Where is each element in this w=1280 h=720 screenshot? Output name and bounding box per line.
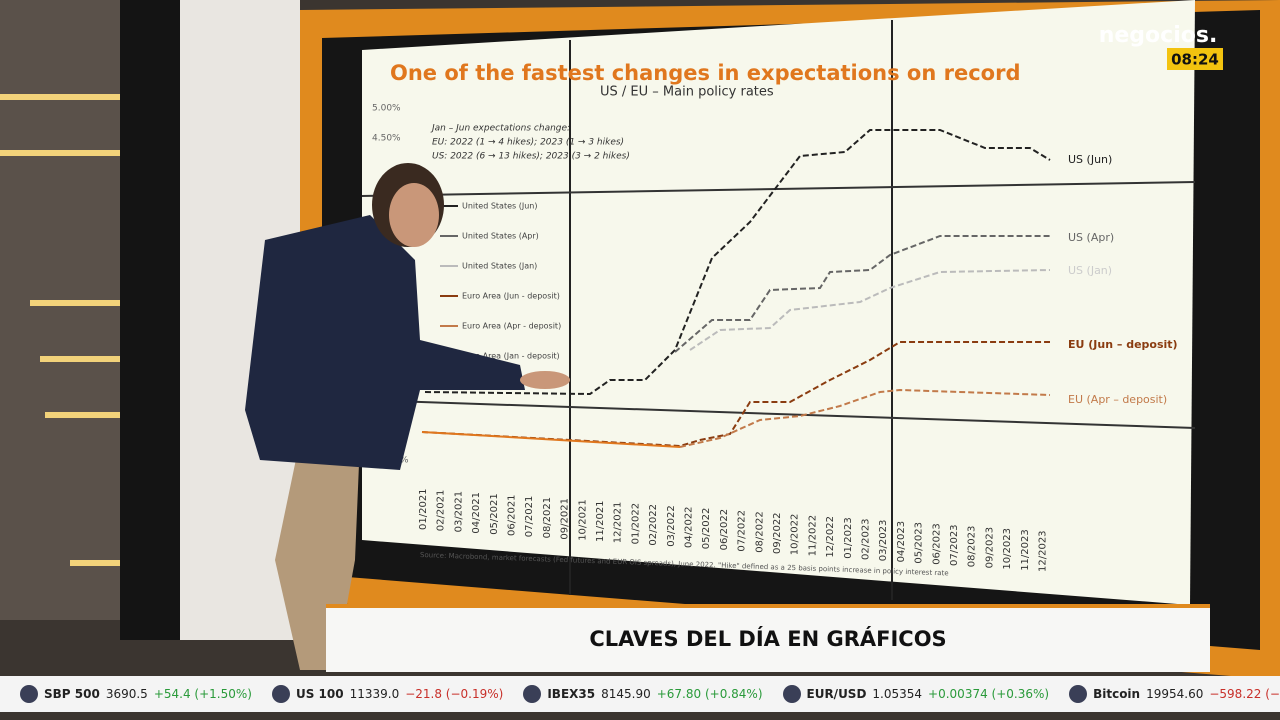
x-label: 12/2023	[1038, 530, 1049, 572]
x-label: 08/2023	[967, 526, 978, 568]
wall-lights	[0, 94, 175, 566]
x-label: 06/2021	[507, 494, 518, 536]
y-label: 4.50%	[372, 134, 401, 144]
ticker-name: IBEX35	[547, 687, 596, 701]
ticker-icon	[20, 685, 38, 703]
x-label: 09/2023	[984, 527, 995, 569]
y-label: 5.00%	[372, 104, 401, 114]
x-label: 01/2022	[630, 503, 641, 545]
ticker-item: US 100 11339.0 −21.8 (−0.19%)	[271, 685, 504, 703]
x-label: 10/2023	[1002, 528, 1013, 570]
x-label: 02/2023	[861, 518, 872, 560]
ticker-change: +0.00374 (+0.36%)	[928, 687, 1050, 701]
x-label: 05/2022	[701, 508, 712, 550]
x-label: 05/2023	[914, 522, 925, 564]
ticker-icon	[1069, 685, 1088, 703]
ticker-icon	[523, 685, 542, 703]
ticker-item: IBEX35 8145.90 +67.80 (+0.84%)	[523, 685, 763, 703]
ticker-name: SBP 500	[44, 687, 100, 701]
x-label: 12/2021	[613, 502, 624, 544]
x-label: 02/2021	[436, 490, 447, 532]
x-label: 11/2023	[1020, 529, 1031, 571]
ticker-icon	[271, 685, 290, 703]
legend-label: Euro Area (Jun - deposit)	[462, 292, 560, 301]
ticker-change: −598.22 (−2.91%)	[1209, 687, 1280, 701]
line-label: US (Jan)	[1068, 264, 1112, 277]
x-label: 12/2022	[825, 516, 836, 558]
x-label: 03/2021	[453, 491, 464, 533]
x-label: 07/2023	[949, 524, 960, 566]
legend-label: United States (Apr)	[462, 232, 539, 241]
legend-label: Euro Area (Jan - deposit)	[462, 352, 560, 361]
x-label: 03/2023	[878, 520, 889, 562]
legend-label: United States (Jun)	[462, 202, 537, 211]
ticker-value: 8145.90	[601, 687, 651, 701]
x-label: 06/2023	[931, 523, 942, 565]
note-title: Jan – Jun expectations change:	[430, 124, 570, 134]
x-label: 06/2022	[719, 509, 730, 551]
x-label: 08/2022	[754, 511, 765, 553]
lower-third	[326, 604, 1210, 672]
ticker-name: EUR/USD	[806, 687, 867, 701]
ticker-item: Bitcoin 19954.60 −598.22 (−2.91%)	[1069, 685, 1280, 703]
x-label: 01/2023	[843, 517, 854, 559]
x-label: 10/2021	[577, 499, 588, 541]
x-label: 04/2022	[684, 506, 695, 548]
note-line: US: 2022 (6 → 13 hikes); 2023 (3 → 2 hik…	[432, 152, 630, 162]
x-label: 07/2022	[737, 510, 748, 552]
chart-lines	[421, 129, 1051, 448]
line-label: EU (Apr – deposit)	[1068, 393, 1167, 406]
note-line: EU: 2022 (1 → 4 hikes); 2023 (1 → 3 hike…	[432, 138, 624, 148]
x-label: 01/2021	[418, 488, 429, 530]
clock: 08:24	[1171, 51, 1219, 69]
logo-brand: negocios.	[1099, 23, 1218, 48]
line-label: EU (Jun – deposit)	[1068, 338, 1178, 351]
x-label: 04/2021	[471, 492, 482, 534]
ticker-change: +67.80 (+0.84%)	[656, 687, 763, 701]
ticker-change: +54.4 (+1.50%)	[153, 687, 252, 701]
screen-seam	[361, 399, 1196, 429]
chart-title: One of the fastest changes in expectatio…	[390, 61, 1020, 85]
clock-bg	[1167, 48, 1223, 70]
ticker-name: Bitcoin	[1093, 687, 1141, 701]
x-label: 05/2021	[489, 493, 500, 535]
ticker-value: 11339.0	[349, 687, 400, 701]
x-label: 09/2022	[772, 512, 783, 554]
x-label: 08/2021	[542, 497, 553, 539]
ticker-value: 1.05354	[872, 687, 923, 701]
legend: United States (Jun) United States (Apr) Un…	[440, 202, 561, 361]
ticker: SBP 500 3690.5 +54.4 (+1.50%) US 100 11339.0…	[0, 676, 1280, 712]
x-label: 03/2022	[666, 505, 677, 547]
ticker-item: SBP 500 3690.5 +54.4 (+1.50%)	[20, 685, 252, 703]
x-labels: 01/2021 02/2021 03/2021 04/2021 05/2021 06/20…	[418, 488, 1049, 572]
line-label: US (Jun)	[1068, 153, 1112, 166]
lower-third-text: CLAVES DEL DÍA EN GRÁFICOS	[589, 626, 946, 651]
lower-third-accent	[326, 604, 1210, 608]
x-label: 11/2021	[595, 500, 606, 542]
screen-seam	[361, 181, 1196, 197]
x-label: 02/2022	[648, 504, 659, 546]
legend-label: United States (Jan)	[462, 262, 537, 271]
x-label: 09/2021	[560, 498, 571, 540]
ticker-value: 19954.60	[1146, 687, 1204, 701]
x-label: 04/2023	[896, 521, 907, 563]
legend-label: Euro Area (Apr - deposit)	[462, 322, 561, 331]
x-label: 07/2021	[524, 496, 535, 538]
line-label: US (Apr)	[1068, 231, 1114, 244]
ticker-name: US 100	[295, 687, 344, 701]
chart-subtitle: US / EU – Main policy rates	[600, 85, 774, 100]
ticker-item: EUR/USD 1.05354 +0.00374 (+0.36%)	[782, 685, 1050, 703]
ticker-icon	[782, 685, 801, 703]
x-label: 10/2022	[790, 514, 801, 556]
ticker-change: −21.8 (−0.19%)	[405, 687, 504, 701]
x-label: 11/2022	[807, 515, 818, 557]
ticker-value: 3690.5	[105, 687, 148, 701]
